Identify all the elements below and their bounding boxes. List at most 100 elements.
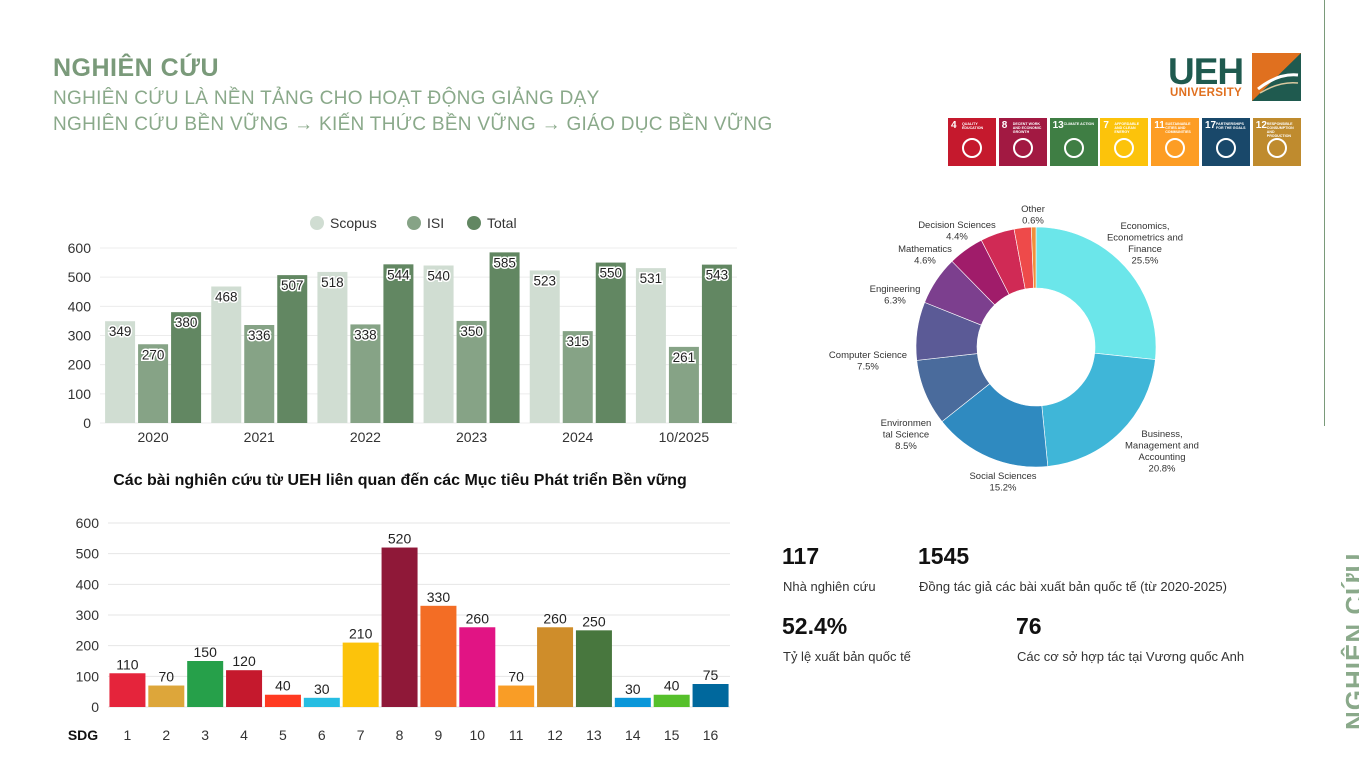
sdg-badge-label: Affordable and Clean Energy [1114, 122, 1140, 134]
bar-total-2020 [171, 312, 202, 423]
sdg-badge-number: 13 [1052, 120, 1064, 131]
bar-isi-2024 [562, 331, 593, 423]
legend-marker-total [467, 216, 481, 230]
data-label: 260 [466, 610, 490, 626]
y-tick-label: 200 [76, 638, 100, 654]
bar-sdg-7 [342, 642, 379, 707]
data-label: 40 [275, 678, 291, 694]
bar-sdg-16 [692, 684, 729, 707]
y-tick-label: 200 [68, 357, 92, 373]
sdg-badge-13: 13 Climate Action [1049, 118, 1098, 166]
x-tick-label: 1 [124, 727, 132, 743]
donut-label: Mathematics 4.6% [898, 244, 952, 267]
donut-label-line: Engineering [870, 284, 921, 295]
donut-label-pct: 6.3% [884, 296, 906, 307]
y-tick-label: 0 [91, 699, 99, 715]
donut-label: Economics, Econometrics and Finance 25.5% [1107, 221, 1183, 267]
donut-slice-0 [1035, 226, 1157, 360]
sdg-badge-7: 7 Affordable and Clean Energy [1100, 118, 1149, 166]
donut-label-pct: 4.4% [946, 232, 968, 243]
data-label: 120 [232, 653, 256, 669]
data-label: 543 [706, 268, 729, 283]
bar-sdg-6 [303, 697, 340, 707]
data-label: 468 [215, 290, 238, 305]
y-tick-label: 500 [76, 546, 100, 562]
legend-label: Scopus [330, 215, 377, 231]
data-label: 585 [493, 255, 516, 270]
bar-sdg-4 [226, 670, 263, 707]
sdg-badge-label: Responsible Consumption and Production [1266, 122, 1294, 138]
subtitle-line-1: NGHIÊN CỨU LÀ NỀN TẢNG CHO HOẠT ĐỘNG GIẢ… [53, 88, 600, 109]
x-tick-label: 14 [625, 727, 641, 743]
bar-scopus-2021 [211, 286, 242, 423]
stat-coauthors-label: Đồng tác giả các bài xuất bản quốc tế (t… [919, 579, 1227, 594]
x-tick-label: 12 [547, 727, 563, 743]
donut-label: Environmen tal Science 8.5% [881, 418, 932, 452]
data-label: 40 [664, 678, 680, 694]
bar-total-2021 [277, 275, 308, 423]
donut-label-line: tal Science [883, 430, 929, 441]
data-label: 70 [159, 669, 175, 685]
bar-scopus-2022 [317, 271, 348, 423]
x-tick-label: 8 [396, 727, 404, 743]
bar-scopus-2023 [423, 265, 454, 423]
stat-coauthors-value: 1545 [918, 543, 970, 569]
data-label: 507 [281, 278, 304, 293]
x-tick-label: 2022 [350, 429, 381, 445]
x-axis-label: SDG [68, 727, 98, 743]
bar-sdg-11 [498, 685, 535, 707]
bar-total-2024 [595, 262, 626, 423]
x-tick-label: 3 [201, 727, 209, 743]
data-label: 330 [427, 589, 451, 605]
x-tick-label: 9 [435, 727, 443, 743]
donut-slice-9 [1030, 226, 1037, 289]
data-label: 380 [175, 315, 198, 330]
right-divider [1324, 0, 1325, 426]
x-tick-label: 5 [279, 727, 287, 743]
y-tick-label: 300 [68, 328, 92, 344]
y-tick-label: 600 [68, 240, 92, 256]
data-label: 261 [673, 350, 696, 365]
x-tick-label: 10/2025 [659, 429, 710, 445]
data-label: 523 [533, 273, 556, 288]
sdg-badge-11: 11 Sustainable Cities and Communities [1151, 118, 1200, 166]
legend-label: Total [487, 215, 517, 231]
donut-label-line: Accounting [1138, 452, 1185, 463]
sdg-badge-number: 4 [951, 120, 957, 131]
data-label: 550 [599, 266, 622, 281]
y-tick-label: 400 [68, 298, 92, 314]
ueh-logo: UEH UNIVERSITY [1168, 51, 1301, 101]
data-label: 30 [625, 681, 641, 697]
bar-sdg-2 [148, 685, 185, 707]
sdg-goal-icon [1063, 138, 1084, 158]
bar-sdg-15 [653, 694, 690, 707]
bar-isi-10/2025 [668, 346, 699, 423]
x-tick-label: 4 [240, 727, 248, 743]
data-label: 260 [543, 610, 567, 626]
donut-label-line: Management and [1125, 441, 1199, 452]
sdg-badge-label: Sustainable Cities and Communities [1165, 122, 1191, 134]
data-label: 518 [321, 275, 344, 290]
x-tick-label: 2024 [562, 429, 593, 445]
logo-mark-icon [1252, 53, 1301, 101]
donut-label-line: Social Sciences [969, 471, 1036, 482]
data-label: 531 [640, 271, 663, 286]
sdg-goal-icon [1165, 138, 1186, 158]
y-tick-label: 600 [76, 515, 100, 531]
bar-isi-2021 [244, 325, 275, 423]
x-tick-label: 10 [470, 727, 486, 743]
donut-label-line: Mathematics [898, 244, 952, 255]
x-tick-label: 16 [703, 727, 719, 743]
data-label: 150 [194, 644, 218, 660]
logo-subtext: UNIVERSITY [1170, 87, 1243, 99]
y-tick-label: 300 [76, 607, 100, 623]
donut-label-line: Business, [1141, 429, 1182, 440]
x-tick-label: 13 [586, 727, 602, 743]
data-label: 520 [388, 531, 412, 547]
bar-isi-2023 [456, 320, 487, 423]
x-tick-label: 2021 [244, 429, 275, 445]
sdg-goal-icon [1216, 138, 1236, 158]
data-label: 210 [349, 626, 373, 642]
